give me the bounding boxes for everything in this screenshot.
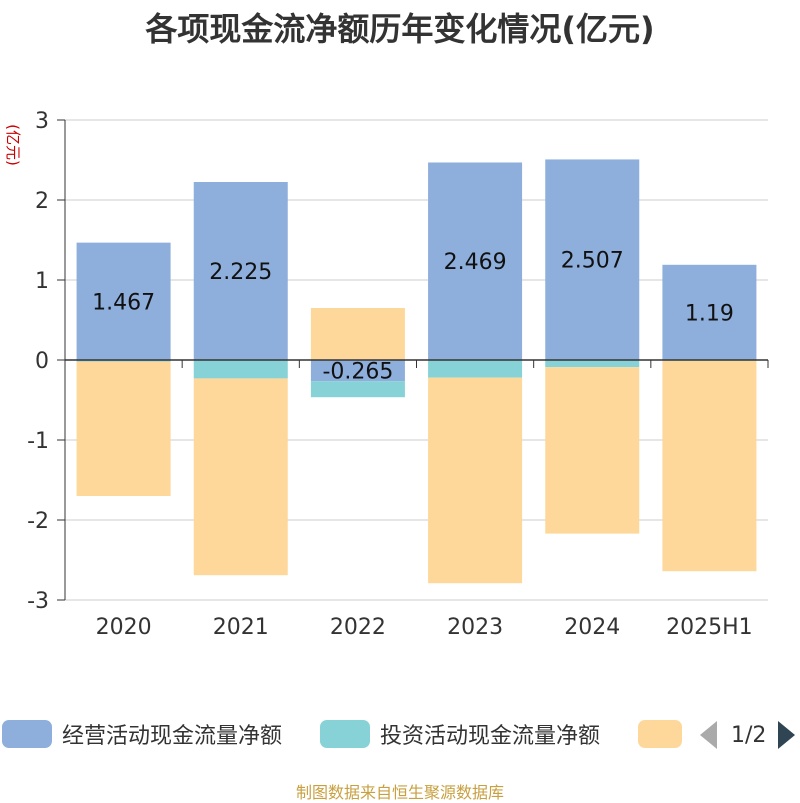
legend-swatch-financing <box>638 720 682 748</box>
legend-label-investing: 投资活动现金流量净额 <box>380 724 601 749</box>
data-label: 1.19 <box>685 301 734 326</box>
bar-financing[interactable] <box>428 377 523 584</box>
y-tick-label: -3 <box>27 589 49 614</box>
bar-investing[interactable] <box>545 360 640 368</box>
chart-title: 各项现金流净额历年变化情况(亿元) <box>145 10 655 48</box>
y-tick-label: 0 <box>35 349 49 374</box>
y-tick-label: 3 <box>35 109 49 134</box>
bar-operating[interactable] <box>310 360 405 382</box>
bar-operating[interactable] <box>662 264 757 360</box>
legend-item-operating[interactable]: 经营活动现金流量净额 <box>2 718 282 750</box>
bar-financing[interactable] <box>662 360 757 572</box>
x-tick-label: 2022 <box>330 615 386 640</box>
x-tick-label: 2025H1 <box>666 615 753 640</box>
legend-pager: 1/2 <box>700 718 796 752</box>
legend-item-financing[interactable] <box>638 718 682 750</box>
y-tick-label: -1 <box>27 429 49 454</box>
legend-next-page-icon[interactable] <box>778 721 796 749</box>
bar-operating[interactable] <box>428 162 523 360</box>
legend-prev-page-icon[interactable] <box>700 721 717 749</box>
bar-investing[interactable] <box>193 360 288 379</box>
y-tick-label: 1 <box>35 269 49 294</box>
bar-operating[interactable] <box>76 242 171 360</box>
bar-operating[interactable] <box>193 182 288 360</box>
legend-swatch-investing <box>320 720 370 748</box>
bar-financing[interactable] <box>545 367 640 534</box>
data-label: -0.265 <box>322 360 393 385</box>
legend-swatch-operating <box>2 720 52 748</box>
x-tick-label: 2024 <box>564 615 620 640</box>
x-tick-label: 2023 <box>447 615 503 640</box>
bar-financing[interactable] <box>310 308 405 360</box>
data-label: 2.469 <box>444 250 507 275</box>
legend-label-operating: 经营活动现金流量净额 <box>62 724 283 749</box>
legend: 经营活动现金流量净额 投资活动现金流量净额 1/2 <box>0 718 800 752</box>
legend-page-indicator: 1/2 <box>731 722 767 748</box>
bar-investing[interactable] <box>310 381 405 398</box>
x-tick-label: 2021 <box>213 615 269 640</box>
source-note: 制图数据来自恒生聚源数据库 <box>295 783 504 802</box>
y-tick-label: -2 <box>27 509 49 534</box>
data-label: 2.225 <box>209 260 272 285</box>
bar-investing[interactable] <box>76 360 171 362</box>
y-tick-label: 2 <box>35 189 49 214</box>
bar-operating[interactable] <box>545 159 640 360</box>
x-tick-label: 2020 <box>96 615 152 640</box>
data-label: 1.467 <box>92 290 155 315</box>
legend-item-investing[interactable]: 投资活动现金流量净额 <box>320 718 600 750</box>
bar-financing[interactable] <box>76 361 171 496</box>
data-label: 2.507 <box>561 249 624 274</box>
bar-financing[interactable] <box>193 378 288 576</box>
y-axis-unit-label: (亿元) <box>4 124 22 166</box>
bar-investing[interactable] <box>428 360 523 378</box>
